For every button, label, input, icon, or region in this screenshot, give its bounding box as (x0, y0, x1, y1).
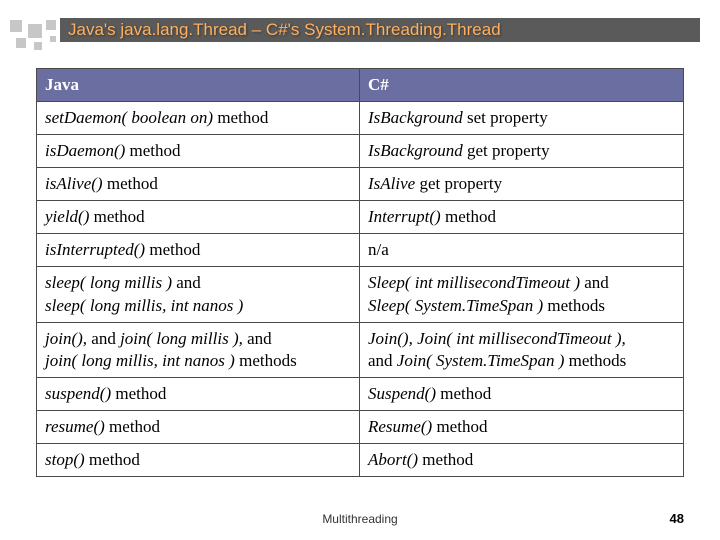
page-number: 48 (670, 511, 684, 526)
cell-csharp: Sleep( int millisecondTimeout ) andSleep… (360, 267, 684, 322)
slide-title: Java's java.lang.Thread – C#'s System.Th… (60, 18, 700, 42)
comparison-table: Java C# setDaemon( boolean on) methodIsB… (36, 68, 684, 477)
table-row: join(), and join( long millis ), andjoin… (37, 322, 684, 377)
cell-java: resume() method (37, 410, 360, 443)
table-row: suspend() methodSuspend() method (37, 377, 684, 410)
table-body: setDaemon( boolean on) methodIsBackgroun… (37, 102, 684, 477)
cell-csharp: Suspend() method (360, 377, 684, 410)
cell-csharp: Interrupt() method (360, 201, 684, 234)
column-header-java: Java (37, 69, 360, 102)
table-row: yield() methodInterrupt() method (37, 201, 684, 234)
cell-java: join(), and join( long millis ), andjoin… (37, 322, 360, 377)
cell-csharp: IsBackground get property (360, 135, 684, 168)
cell-csharp: Join(), Join( int millisecondTimeout ),a… (360, 322, 684, 377)
table-row: sleep( long millis ) andsleep( long mill… (37, 267, 684, 322)
deco-square (28, 24, 42, 38)
deco-square (16, 38, 26, 48)
cell-java: isAlive() method (37, 168, 360, 201)
deco-square (34, 42, 42, 50)
table-row: resume() methodResume() method (37, 410, 684, 443)
table-row: isAlive() methodIsAlive get property (37, 168, 684, 201)
cell-java: sleep( long millis ) andsleep( long mill… (37, 267, 360, 322)
deco-square (50, 36, 56, 42)
cell-csharp: Resume() method (360, 410, 684, 443)
cell-java: isInterrupted() method (37, 234, 360, 267)
table-row: setDaemon( boolean on) methodIsBackgroun… (37, 102, 684, 135)
deco-square (46, 20, 56, 30)
cell-java: stop() method (37, 444, 360, 477)
table-row: isDaemon() methodIsBackground get proper… (37, 135, 684, 168)
deco-square (10, 20, 22, 32)
cell-csharp: IsAlive get property (360, 168, 684, 201)
cell-csharp: Abort() method (360, 444, 684, 477)
table-row: isInterrupted() methodn/a (37, 234, 684, 267)
footer-label: Multithreading (0, 512, 720, 526)
column-header-csharp: C# (360, 69, 684, 102)
cell-java: yield() method (37, 201, 360, 234)
table-header-row: Java C# (37, 69, 684, 102)
cell-java: suspend() method (37, 377, 360, 410)
cell-csharp: IsBackground set property (360, 102, 684, 135)
cell-java: setDaemon( boolean on) method (37, 102, 360, 135)
cell-java: isDaemon() method (37, 135, 360, 168)
table-row: stop() methodAbort() method (37, 444, 684, 477)
cell-csharp: n/a (360, 234, 684, 267)
